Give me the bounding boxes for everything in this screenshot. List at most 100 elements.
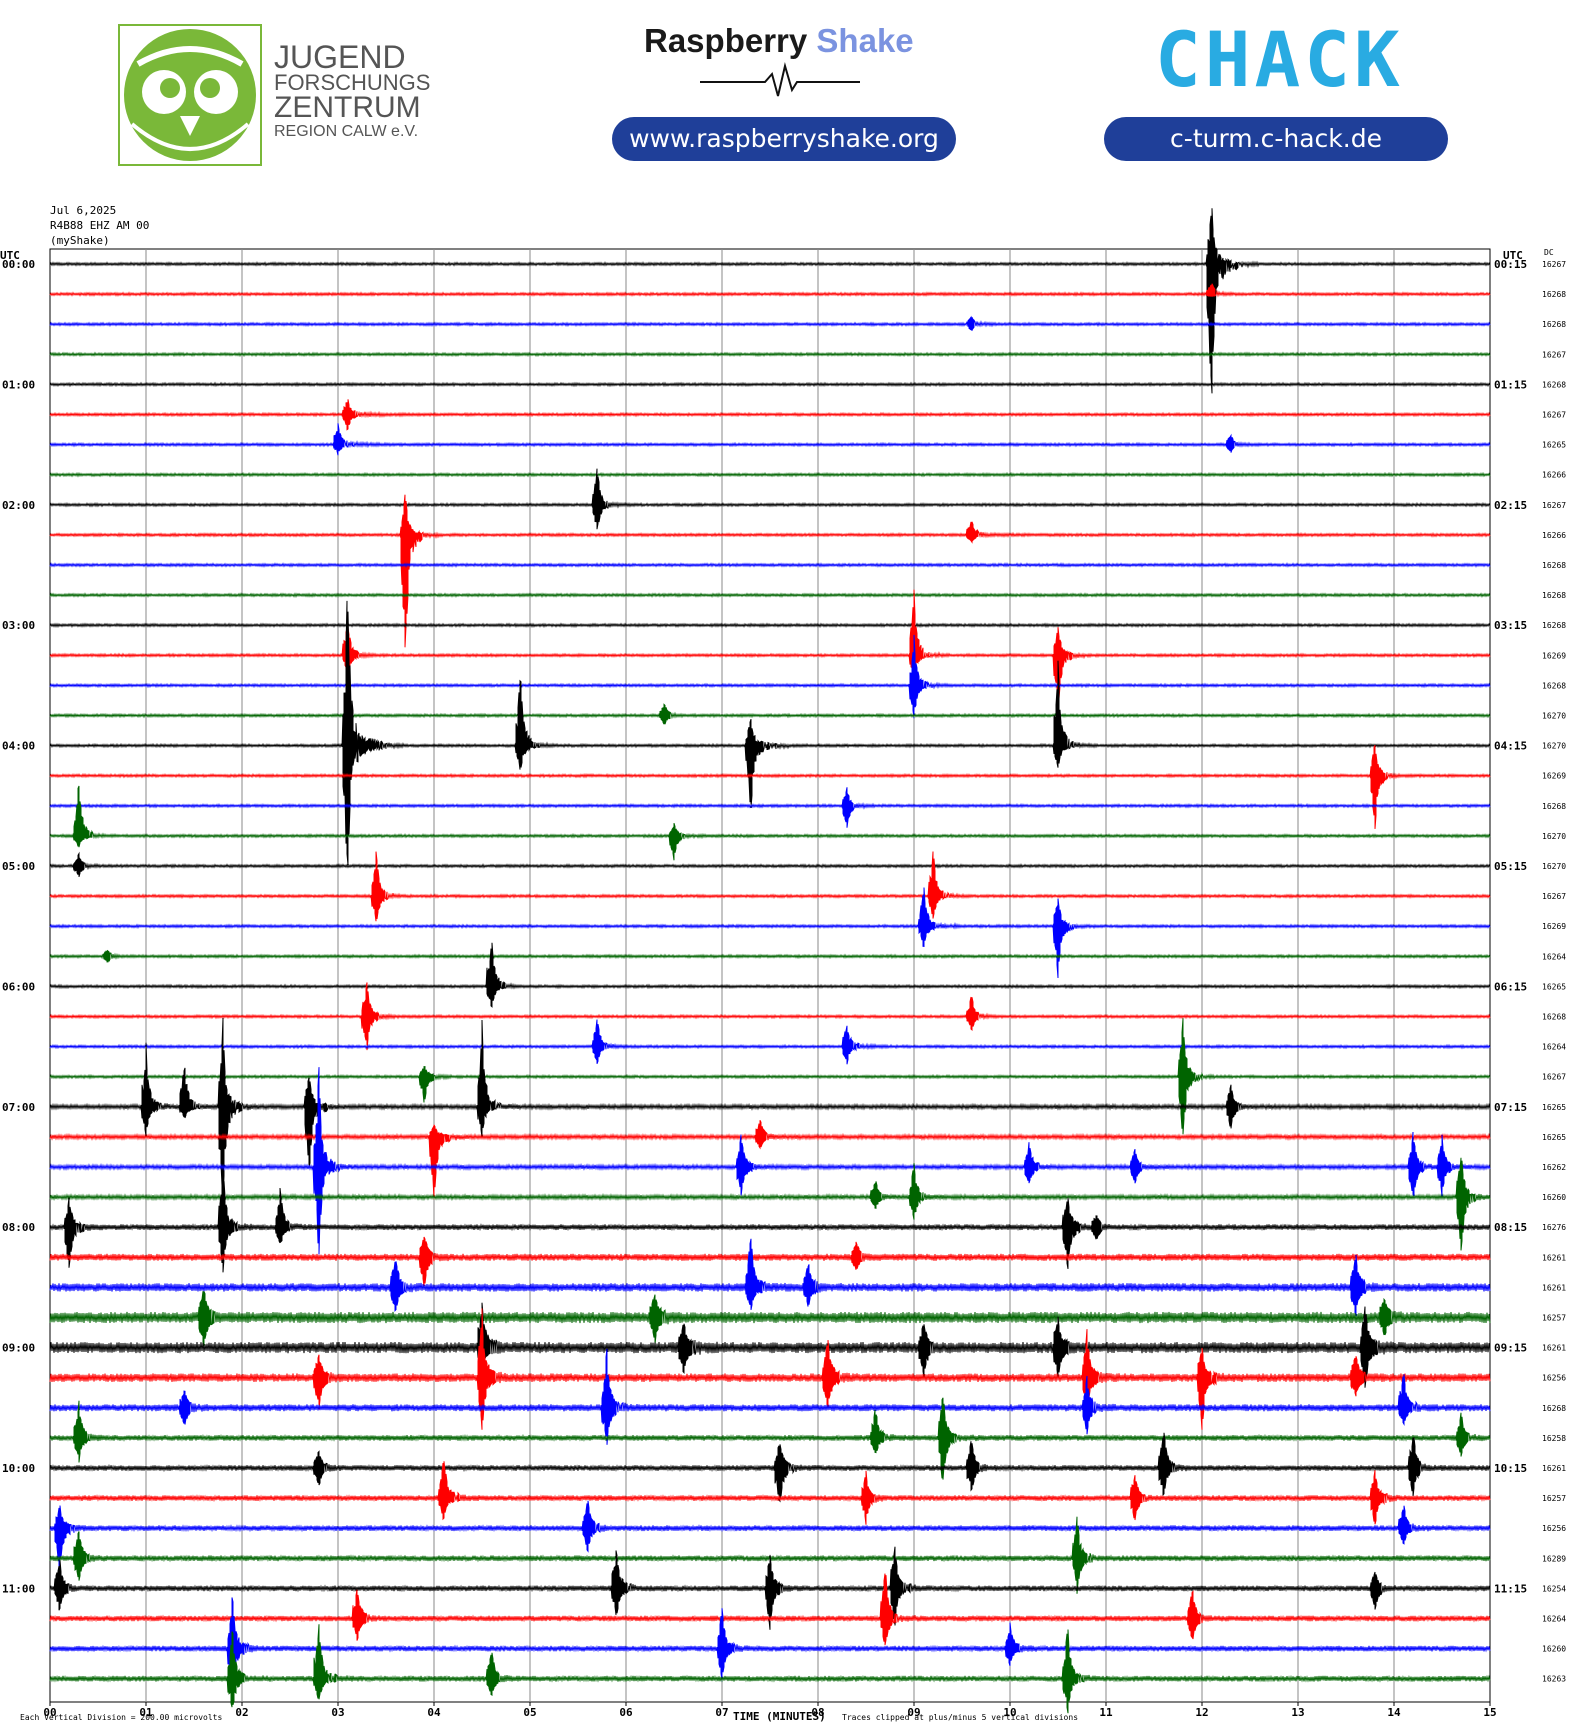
left-hour-label: 11:00	[2, 1582, 35, 1595]
left-hour-labels: 00:00 01:00 02:00 03:00 04:00 05:00 06:00 07:00…	[2, 258, 35, 1595]
dc-value: 16264	[1542, 1043, 1566, 1052]
left-hour-label: 10:00	[2, 1462, 35, 1475]
x-tick-label: 04	[427, 1706, 441, 1719]
trace-row	[49, 1019, 1491, 1065]
trace-row	[49, 399, 1491, 431]
trace-row	[49, 283, 1491, 298]
dc-value: 16267	[1542, 260, 1566, 269]
trace-row	[49, 1461, 1491, 1525]
dc-value: 16270	[1542, 862, 1566, 871]
dc-value: 16268	[1542, 561, 1566, 570]
trace-row	[49, 1546, 1491, 1630]
raspberry-shake-logo: Raspberry Shake	[644, 22, 914, 60]
dc-value: 16267	[1542, 501, 1566, 510]
trace-row	[49, 381, 1491, 388]
left-hour-label: 00:00	[2, 258, 35, 271]
left-hour-label: 04:00	[2, 740, 35, 753]
dc-value: 16261	[1542, 1344, 1566, 1353]
dc-value: 16268	[1542, 1404, 1566, 1413]
shake-word: Shake	[816, 22, 914, 59]
dc-value: 16270	[1542, 712, 1566, 721]
header: JUGEND FORSCHUNGS ZENTRUM REGION CALW e.…	[0, 0, 1570, 190]
dc-value: 16269	[1542, 651, 1566, 660]
dc-value: 16268	[1542, 681, 1566, 690]
x-tick-label: 06	[619, 1706, 633, 1719]
x-tick-label: 10	[1003, 1706, 1016, 1719]
trace-row	[49, 1119, 1491, 1200]
dc-value: 16268	[1542, 290, 1566, 299]
trace-row	[49, 634, 1491, 719]
trace-row	[49, 1308, 1491, 1430]
owl-icon	[118, 24, 262, 166]
x-tick-label: 12	[1195, 1706, 1208, 1719]
dc-value: 16268	[1542, 802, 1566, 811]
trace-row	[49, 744, 1491, 829]
trace-row	[49, 1624, 1491, 1714]
right-hour-label: 04:15	[1494, 740, 1527, 753]
right-hour-label: 08:15	[1494, 1221, 1527, 1234]
trace-row	[49, 1067, 1491, 1255]
trace-row	[49, 1236, 1491, 1287]
dc-value: 16268	[1542, 320, 1566, 329]
dc-value: 16261	[1542, 1283, 1566, 1292]
footer-right-note: Traces clipped at plus/minus 5 vertical …	[842, 1713, 1078, 1722]
dc-value: 16257	[1542, 1494, 1566, 1503]
right-hour-label: 05:15	[1494, 860, 1527, 873]
dc-value: 16268	[1542, 380, 1566, 389]
x-tick-label: 11	[1099, 1706, 1113, 1719]
x-tick-label: 13	[1291, 1706, 1304, 1719]
trace-row	[49, 1597, 1491, 1703]
dc-value: 16264	[1542, 952, 1566, 961]
right-hour-label: 07:15	[1494, 1101, 1527, 1114]
jfz-logo-text: JUGEND FORSCHUNGS ZENTRUM REGION CALW e.…	[274, 41, 430, 142]
date-label: Jul 6,2025	[50, 204, 116, 217]
jfz-line3: ZENTRUM	[274, 91, 421, 124]
x-tick-label: 15	[1483, 1706, 1496, 1719]
dc-value: 16262	[1542, 1163, 1566, 1172]
trace-row	[49, 1348, 1491, 1445]
right-hour-label: 03:15	[1494, 619, 1527, 632]
dc-value: 16265	[1542, 982, 1566, 991]
right-hour-label: 01:15	[1494, 378, 1527, 391]
dc-value: 16261	[1542, 1253, 1566, 1262]
trace-row	[49, 1017, 1491, 1204]
dc-value: 16270	[1542, 832, 1566, 841]
trace-row	[49, 1291, 1491, 1348]
dc-value: 16266	[1542, 531, 1566, 540]
trace-row	[49, 1500, 1491, 1574]
dc-value: 16268	[1542, 621, 1566, 630]
trace-row	[49, 589, 1491, 708]
trace-row	[49, 787, 1491, 828]
left-axis-title: UTC	[0, 249, 20, 262]
trace-row	[49, 1018, 1491, 1135]
trace-row	[49, 1157, 1491, 1251]
dc-value: 16289	[1542, 1554, 1566, 1563]
x-tick-label: 00	[43, 1706, 56, 1719]
trace-row	[49, 622, 1491, 629]
right-hour-labels: 00:15 01:15 02:15 03:15 04:15 05:15 06:15 07:15…	[1494, 258, 1527, 1595]
dc-value: 16267	[1542, 892, 1566, 901]
dc-value: 16256	[1542, 1524, 1566, 1533]
trace-row	[49, 1174, 1491, 1273]
minute-grid	[145, 249, 1395, 1702]
trace-row	[49, 600, 1491, 866]
chack-url[interactable]: c-turm.c-hack.de	[1104, 117, 1448, 161]
trace-row	[49, 703, 1491, 725]
left-hour-label: 08:00	[2, 1221, 35, 1234]
x-tick-label: 07	[715, 1706, 728, 1719]
trace-row	[49, 562, 1491, 568]
dc-value: 16276	[1542, 1223, 1566, 1232]
trace-row	[49, 1238, 1491, 1317]
trace-row	[49, 351, 1491, 358]
trace-row	[49, 851, 1491, 922]
x-tick-label: 01	[139, 1706, 153, 1719]
left-hour-label: 06:00	[2, 980, 35, 993]
trace-row	[49, 1573, 1491, 1646]
raspberryshake-url[interactable]: www.raspberryshake.org	[612, 117, 956, 161]
dc-value: 16260	[1542, 1645, 1566, 1654]
dc-value: 16270	[1542, 742, 1566, 751]
trace-row	[49, 1397, 1491, 1480]
x-tick-label: 05	[523, 1706, 536, 1719]
left-hour-label: 05:00	[2, 860, 35, 873]
